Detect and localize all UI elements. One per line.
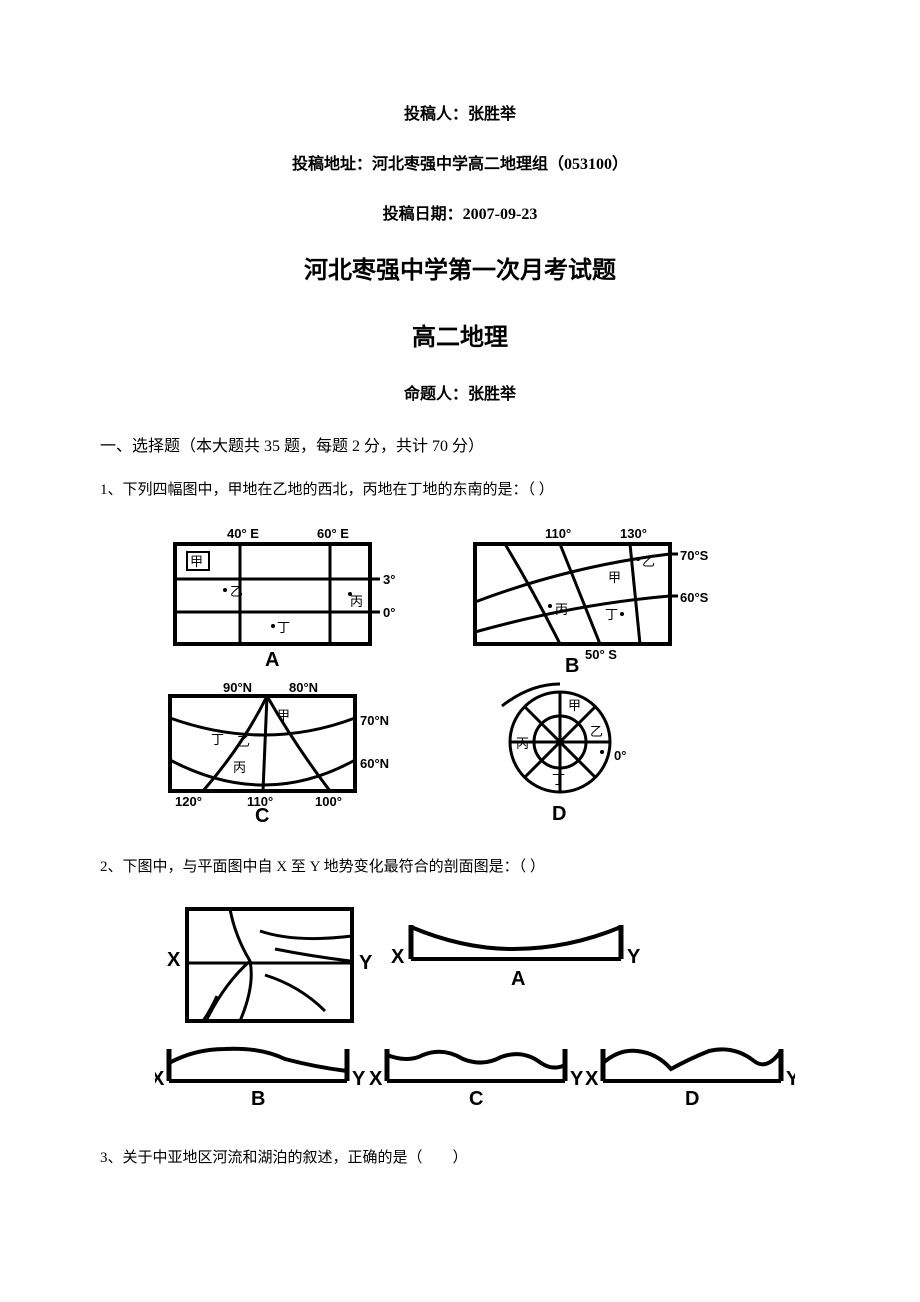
q1b-lat-top: 70°S	[680, 548, 709, 563]
q1c-label: C	[255, 805, 269, 825]
q2c-x: X	[369, 1068, 383, 1090]
q1a-lat-bot: 0°	[383, 605, 395, 620]
question-1-figures: 40° E 60° E 3° 0° 甲 乙 丙 丁 A	[155, 524, 820, 825]
q2b-y: Y	[352, 1068, 366, 1090]
q1d-pt1: 甲	[568, 698, 581, 713]
q1b-pt2: 甲	[608, 570, 621, 585]
q1d-angle: 0°	[614, 748, 626, 763]
q1c-lat-mid: 70°N	[360, 713, 389, 728]
q1b-pt1: 乙	[642, 554, 655, 569]
question-1-text: 1、下列四幅图中，甲地在乙地的西北，丙地在丁地的东南的是：（ ）	[100, 478, 820, 502]
title-main: 河北枣强中学第一次月考试题	[100, 250, 820, 285]
q1a-lon-right: 60° E	[317, 526, 349, 541]
q1c-pt3: 乙	[237, 734, 250, 749]
q1c-pt1: 甲	[277, 708, 290, 723]
title-sub: 高二地理	[100, 317, 820, 352]
author-line: 命题人：张胜举	[100, 380, 820, 404]
q1c-pt4: 丙	[233, 760, 246, 775]
q1b-lat-bot: 50° S	[585, 647, 617, 662]
q1c-lon-l: 120°	[175, 794, 202, 809]
q2d-x: X	[585, 1068, 599, 1090]
q1b-lon-left: 110°	[545, 526, 571, 541]
q1a-pt4: 丁	[277, 620, 290, 635]
q2a-label: A	[511, 968, 525, 990]
q1c-pt2: 丁	[211, 732, 224, 747]
q2b-x: X	[155, 1068, 165, 1090]
date-line: 投稿日期：2007-09-23	[100, 200, 820, 224]
section-1-heading: 一、选择题（本大题共 35 题，每题 2 分，共计 70 分）	[100, 432, 820, 456]
q1b-pt4: 丁	[605, 607, 618, 622]
q1c-lat-tl: 90°N	[223, 680, 252, 695]
q2c-label: C	[469, 1088, 483, 1110]
q1b-pt3: 丙	[555, 602, 568, 617]
q1-diagram-c: 90°N 80°N 70°N 60°N 120° 110° 100° 甲 丁 乙…	[155, 680, 400, 825]
q2a-x: X	[391, 946, 405, 968]
q1a-lon-left: 40° E	[227, 526, 259, 541]
q2a-y: Y	[627, 946, 641, 968]
q2-map-x: X	[167, 949, 181, 971]
q2-map-y: Y	[359, 952, 373, 974]
address-line: 投稿地址：河北枣强中学高二地理组（053100）	[100, 150, 820, 174]
question-2-figures: X Y X Y A X Y B	[155, 901, 820, 1116]
q1a-pt1: 甲	[190, 554, 203, 569]
q1a-pt2: 乙	[230, 584, 243, 599]
q1b-label: B	[565, 655, 579, 674]
q1-diagram-a: 40° E 60° E 3° 0° 甲 乙 丙 丁 A	[155, 524, 400, 674]
q1c-lat-bot: 60°N	[360, 756, 389, 771]
q1c-lon-r: 100°	[315, 794, 342, 809]
q1a-label: A	[265, 649, 279, 671]
question-2-text: 2、下图中，与平面图中自 X 至 Y 地势变化最符合的剖面图是：（ ）	[100, 855, 820, 879]
q1b-lat-mid: 60°S	[680, 590, 709, 605]
q2c-y: Y	[570, 1068, 584, 1090]
q1a-lat-top: 3°	[383, 572, 395, 587]
q1d-pt2: 乙	[590, 724, 603, 739]
q1a-pt3: 丙	[350, 594, 363, 609]
q1d-pt3: 丙	[516, 736, 529, 751]
q1d-label: D	[552, 803, 566, 825]
question-3-text: 3、关于中亚地区河流和湖泊的叙述，正确的是（ ）	[100, 1146, 820, 1170]
q1-diagram-b: 110° 130° 70°S 60°S 50° S 乙 甲 丙	[460, 524, 720, 674]
submitter-line: 投稿人：张胜举	[100, 100, 820, 124]
q1c-lat-tr: 80°N	[289, 680, 318, 695]
q2d-y: Y	[786, 1068, 795, 1090]
q1d-pt4: 丁	[552, 772, 565, 787]
q2d-label: D	[685, 1088, 699, 1110]
q2b-label: B	[251, 1088, 265, 1110]
q1b-lon-right: 130°	[620, 526, 647, 541]
q1-diagram-d: 甲 乙 丙 丁 0° D	[460, 680, 680, 825]
